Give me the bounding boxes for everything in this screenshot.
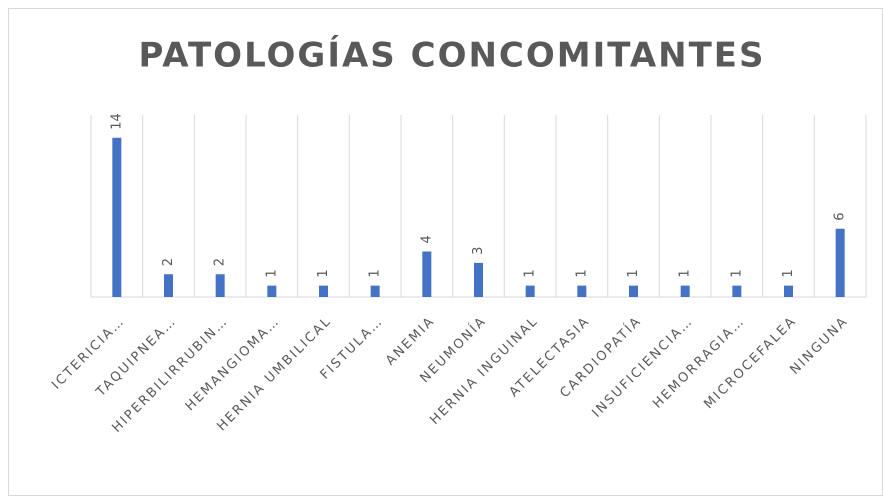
data-label: 2 <box>213 258 228 266</box>
bar <box>164 274 173 297</box>
data-label: 1 <box>316 269 331 277</box>
data-label: 1 <box>626 269 641 277</box>
bar <box>422 251 432 297</box>
data-label: 6 <box>833 212 848 220</box>
bar <box>370 285 380 297</box>
bar <box>629 285 638 297</box>
data-label: 1 <box>368 269 383 277</box>
data-label: 1 <box>264 269 279 277</box>
bar <box>732 285 742 297</box>
data-label: 1 <box>523 269 538 277</box>
data-label: 1 <box>574 269 589 277</box>
data-label: 14 <box>109 113 124 130</box>
bar <box>680 285 690 297</box>
data-label: 1 <box>781 269 796 277</box>
data-label: 3 <box>471 247 486 255</box>
data-label: 1 <box>678 269 693 277</box>
bar <box>525 285 535 297</box>
chart-title: PATOLOGÍAS CONCOMITANTES <box>139 35 766 76</box>
data-label: 2 <box>161 258 176 266</box>
bar <box>784 285 793 297</box>
data-label: 1 <box>729 269 744 277</box>
bar <box>267 285 277 297</box>
bar <box>319 285 328 297</box>
bar <box>835 228 845 297</box>
bar <box>215 274 225 297</box>
chart-border <box>8 8 883 496</box>
data-label: 4 <box>419 235 434 243</box>
bar <box>112 137 122 297</box>
bar <box>474 262 483 297</box>
bar <box>577 285 587 297</box>
